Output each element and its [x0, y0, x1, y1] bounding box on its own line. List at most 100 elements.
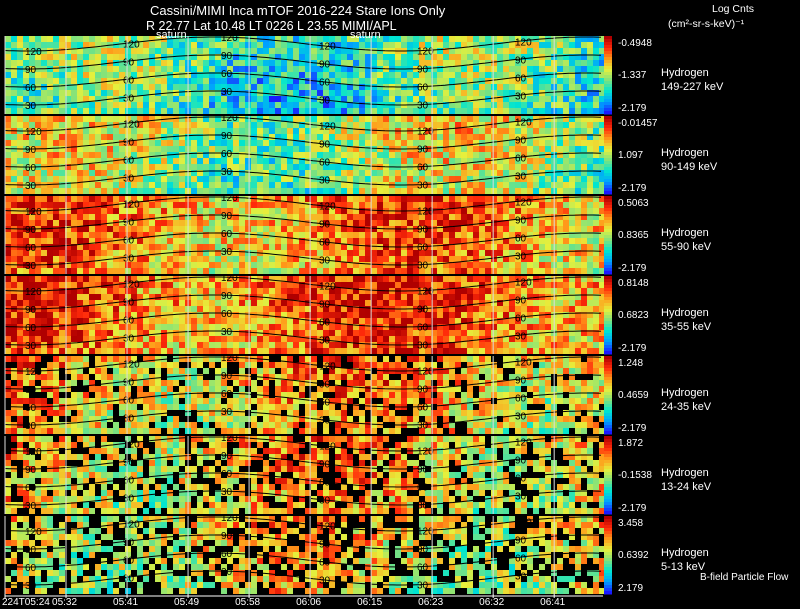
bfield-note: B-field Particle Flow [700, 572, 789, 583]
contour-label: 120 [515, 278, 532, 289]
contour-label: 60 [25, 163, 37, 174]
contour-label: 90 [319, 539, 331, 550]
contour-label: 30 [25, 181, 37, 192]
contour-label: 60 [515, 474, 527, 485]
contour-label: 120 [417, 207, 434, 218]
contour-label: 90 [123, 218, 135, 229]
pitch-angle-contours: 120 120 120 120 120 120 90 90 90 90 90 90 60 60 60 60 60… [4, 193, 602, 272]
contour-label: 30 [221, 407, 233, 418]
pitch-angle-contours: 120 120 120 120 120 120 90 90 90 90 90 90 60 60 60 60 60… [4, 33, 602, 112]
species-label: Hydrogen [661, 147, 709, 159]
x-tick-label: 06:15 [357, 597, 383, 608]
contour-label: 120 [25, 447, 42, 458]
contour-label: 60 [417, 163, 429, 174]
contour-label: 60 [221, 469, 233, 480]
contour-label: 30 [221, 327, 233, 338]
colorbar-mid-value: -1.337 [618, 70, 647, 81]
contour-label: 30 [319, 415, 331, 426]
contour-label: 120 [25, 47, 42, 58]
contour-label: 120 [221, 113, 238, 124]
contour-label: 30 [515, 252, 527, 263]
x-tick-label: 05:58 [235, 597, 261, 608]
pitch-angle-contours: 120 120 120 120 120 120 90 90 90 90 90 90 60 60 60 60 60… [4, 273, 602, 352]
contour-label: 90 [123, 458, 135, 469]
contour-label: 120 [319, 121, 336, 132]
panel-4: 120 120 120 120 120 120 90 90 90 90 90 90 60 60 60 60 60… [4, 273, 612, 355]
contour-label: 90 [123, 138, 135, 149]
colorbar-max-value: -0.4948 [618, 38, 652, 49]
species-label: Hydrogen [661, 227, 709, 239]
energy-range-label: 24-35 keV [661, 401, 712, 413]
contour-label: 60 [515, 154, 527, 165]
colorbar-max-value: -0.01457 [618, 118, 658, 129]
contour-label: 120 [515, 118, 532, 129]
contour-label: 90 [319, 299, 331, 310]
colorbar-mid-value: 0.4659 [618, 390, 649, 401]
colorbar-max-value: 1.872 [618, 438, 644, 449]
colorbar-mid-value: 1.097 [618, 150, 644, 161]
contour-label: 60 [319, 237, 331, 248]
contour-label: 90 [319, 219, 331, 230]
contour-label: 30 [515, 572, 527, 583]
contour-label: 90 [123, 378, 135, 389]
chart-title: Cassini/MIMI Inca mTOF 2016-224 Stare Io… [150, 3, 446, 18]
colorbar-min-value: -2.179 [618, 103, 647, 114]
contour-label: 120 [319, 41, 336, 52]
contour-label: 60 [25, 403, 37, 414]
contour-label: 90 [417, 225, 429, 236]
contour-label: 60 [319, 77, 331, 88]
contour-label: 60 [123, 156, 135, 167]
contour-label: 30 [123, 494, 135, 505]
energy-range-label: 13-24 keV [661, 481, 712, 493]
contour-label: 90 [515, 376, 527, 387]
contour-label: 60 [221, 69, 233, 80]
contour-label: 120 [25, 127, 42, 138]
contour-label: 60 [417, 83, 429, 94]
contour-label: 120 [515, 198, 532, 209]
contour-label: 60 [221, 389, 233, 400]
contour-label: 60 [221, 229, 233, 240]
panel-2: 120 120 120 120 120 120 90 90 90 90 90 90 60 60 60 60 60… [4, 113, 612, 195]
contour-label: 90 [221, 531, 233, 542]
contour-label: 60 [515, 74, 527, 85]
contour-label: 60 [123, 76, 135, 87]
contour-label: 120 [123, 200, 140, 211]
contour-label: 90 [319, 379, 331, 390]
contour-label: 90 [25, 305, 37, 316]
colorbar [604, 436, 612, 515]
contour-label: 30 [319, 95, 331, 106]
contour-label: 30 [25, 101, 37, 112]
contour-label: 60 [123, 476, 135, 487]
contour-label: 120 [123, 280, 140, 291]
colorbar-min-value: -2.179 [618, 183, 647, 194]
contour-label: 90 [221, 131, 233, 142]
contour-label: 90 [25, 465, 37, 476]
x-tick-label: 06:23 [418, 597, 444, 608]
contour-label: 60 [515, 554, 527, 565]
contour-label: 30 [25, 341, 37, 352]
contour-label: 120 [25, 287, 42, 298]
panel-label: Hydrogen 24-35 keV [661, 386, 711, 414]
contour-label: 90 [221, 291, 233, 302]
contour-label: 90 [123, 58, 135, 69]
contour-label: 120 [221, 433, 238, 444]
x-tick-label: 224T05:24 [2, 597, 50, 608]
species-label: Hydrogen [661, 67, 709, 79]
energy-range-label: 5-13 keV [661, 561, 706, 573]
contour-label: 30 [123, 574, 135, 585]
contour-label: 30 [25, 261, 37, 272]
contour-label: 120 [515, 518, 532, 529]
contour-label: 30 [417, 581, 429, 592]
contour-label: 90 [515, 536, 527, 547]
contour-label: 90 [221, 371, 233, 382]
contour-label: 30 [221, 167, 233, 178]
contour-label: 120 [221, 273, 238, 284]
contour-label: 30 [417, 341, 429, 352]
contour-label: 30 [515, 492, 527, 503]
energy-range-label: 35-55 keV [661, 321, 712, 333]
contour-label: 120 [123, 440, 140, 451]
contour-label: 60 [123, 556, 135, 567]
contour-label: 120 [417, 287, 434, 298]
panel-label: Hydrogen 149-227 keV [661, 66, 723, 94]
contour-label: 60 [123, 316, 135, 327]
